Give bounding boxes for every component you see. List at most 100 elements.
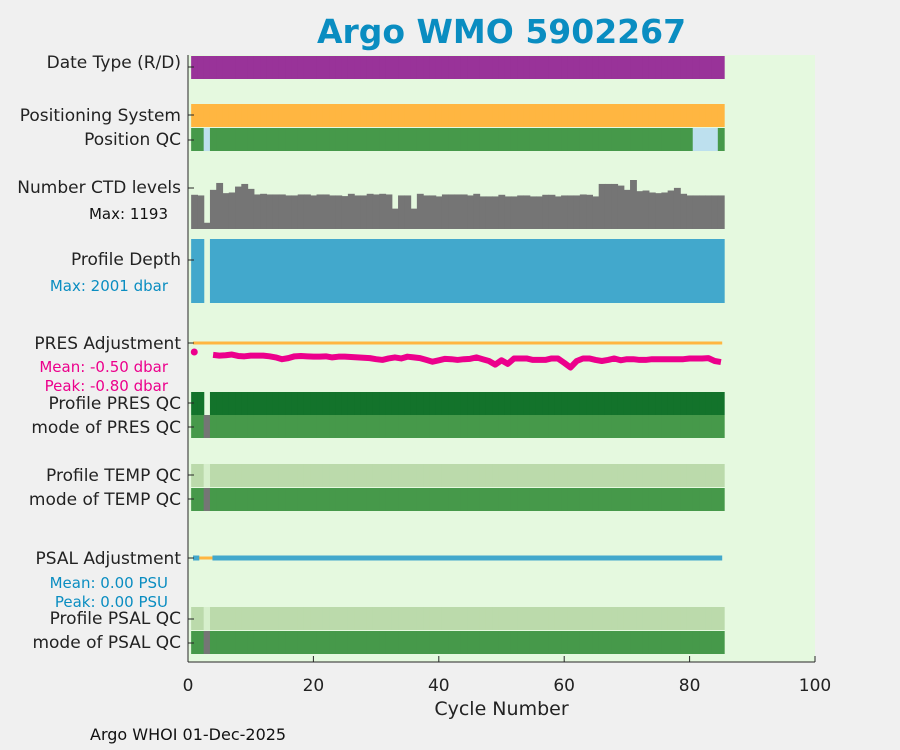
pres-mode-bar (429, 415, 437, 438)
position-qc-bar (360, 128, 368, 151)
profile-depth-bar (711, 239, 719, 303)
psal-mode-bar (454, 631, 462, 654)
date-type-bar (636, 56, 644, 79)
temp-qc-bar (329, 464, 336, 487)
profile-depth-bar (661, 239, 669, 303)
profile-depth-bar (542, 239, 550, 303)
temp-mode-bar (667, 488, 675, 511)
position-qc-bar (542, 128, 550, 151)
ctd-levels-bar (479, 196, 487, 229)
pres-qc-bar (667, 392, 675, 415)
ctd-levels-bar (623, 189, 631, 229)
date-type-bar (216, 56, 224, 79)
position-qc-bar (567, 128, 575, 151)
ctd-levels-bar (611, 183, 619, 229)
positioning-bar (253, 104, 261, 127)
psal-qc-bar (366, 607, 374, 630)
pres-mode-bar (303, 415, 311, 438)
positioning-bar (216, 104, 224, 127)
ctd-levels-bar (573, 195, 581, 229)
pres-qc-bar (303, 392, 311, 415)
temp-mode-bar (347, 488, 355, 511)
position-qc-bar (335, 128, 343, 151)
psal-mode-bar (485, 631, 493, 654)
temp-mode-bar (297, 488, 305, 511)
pres-qc-bar (523, 392, 531, 415)
psal-qc-bar (523, 607, 531, 630)
position-qc-bar (699, 128, 706, 151)
psal-mode-bar (711, 631, 719, 654)
pres-mode-bar (235, 415, 242, 438)
temp-qc-bar (680, 464, 688, 487)
psal-qc-bar (686, 607, 694, 630)
ctd-levels-bar (372, 194, 380, 229)
profile-depth-bar (278, 239, 286, 303)
label-psal-qc: Profile PSAL QC (49, 609, 181, 629)
temp-mode-bar (717, 488, 725, 511)
temp-mode-bar (222, 488, 230, 511)
date-type-bar (209, 56, 217, 79)
position-qc-bar (642, 128, 650, 151)
psal-qc-bar (247, 607, 255, 630)
temp-mode-bar (561, 488, 568, 511)
psal-qc-bar (266, 607, 274, 630)
psal-mode-bar (354, 631, 362, 654)
position-qc-bar (423, 128, 430, 151)
pres-qc-bar (517, 392, 525, 415)
ctd-levels-bar (504, 196, 512, 229)
positioning-bar (385, 104, 393, 127)
position-qc-bar (260, 128, 267, 151)
date-type-bar (686, 56, 694, 79)
psal-qc-bar (517, 607, 525, 630)
pres-qc-bar (366, 392, 374, 415)
ctd-levels-bar (517, 195, 525, 229)
temp-qc-bar (241, 464, 249, 487)
psal-mode-bar (548, 631, 556, 654)
positioning-bar (285, 104, 293, 127)
pres-mode-bar (266, 415, 274, 438)
psal-qc-bar (592, 607, 600, 630)
positioning-bar (278, 104, 286, 127)
profile-depth-bar (623, 239, 631, 303)
ctd-levels-bar (410, 208, 418, 229)
positioning-bar (573, 104, 581, 127)
pres-mode-bar (291, 415, 299, 438)
profile-depth-bar (523, 239, 531, 303)
profile-depth-bar (617, 239, 625, 303)
positioning-bar (429, 104, 437, 127)
temp-qc-bar (260, 464, 267, 487)
psal-qc-bar (410, 607, 418, 630)
temp-qc-bar (598, 464, 606, 487)
temp-mode-bar (479, 488, 487, 511)
profile-depth-bar (354, 239, 362, 303)
position-qc-bar (705, 128, 713, 151)
pres-mode-bar (542, 415, 550, 438)
psal-qc-bar (253, 607, 261, 630)
psal-qc-bar (498, 607, 506, 630)
temp-mode-bar (692, 488, 700, 511)
pres-mode-bar (216, 415, 224, 438)
psal-qc-bar (435, 607, 443, 630)
positioning-bar (630, 104, 637, 127)
psal-mode-bar (297, 631, 305, 654)
psal-mode-bar (329, 631, 336, 654)
temp-mode-bar (441, 488, 449, 511)
psal-mode-bar (561, 631, 568, 654)
temp-qc-bar (630, 464, 637, 487)
profile-depth-bar (492, 239, 499, 303)
ctd-levels-bar (272, 194, 280, 229)
label-ctd-max: Max: 1193 (88, 205, 168, 223)
pres-qc-bar (485, 392, 493, 415)
profile-depth-bar (692, 239, 700, 303)
profile-depth-bar (686, 239, 694, 303)
pres-mode-bar (661, 415, 669, 438)
psal-qc-bar (529, 607, 537, 630)
psal-qc-bar (680, 607, 688, 630)
pres-qc-bar (611, 392, 619, 415)
pres-mode-bar (322, 415, 330, 438)
temp-mode-bar (435, 488, 443, 511)
temp-qc-bar (222, 464, 230, 487)
pres-qc-bar (686, 392, 694, 415)
date-type-bar (379, 56, 387, 79)
ctd-levels-bar (247, 188, 255, 229)
